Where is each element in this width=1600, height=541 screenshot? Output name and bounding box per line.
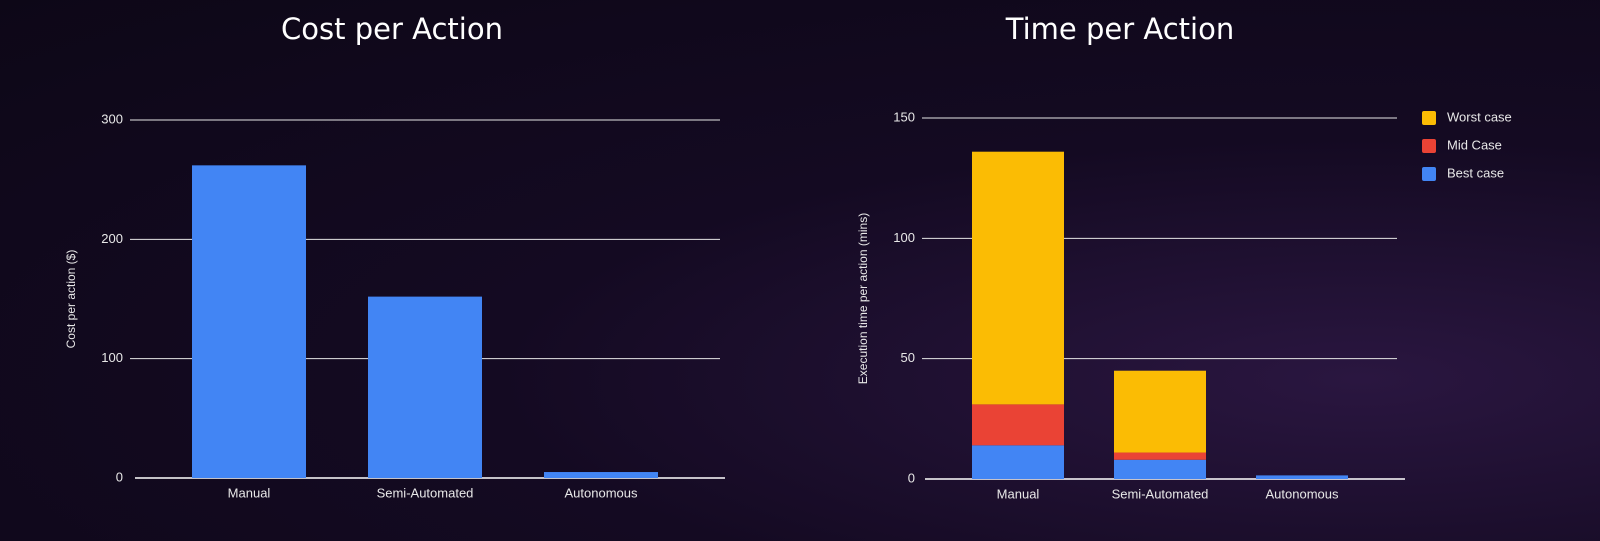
bar [192, 165, 306, 478]
y-tick-label: 100 [101, 350, 123, 365]
y-axis-label: Cost per action ($) [64, 250, 78, 349]
legend-label: Mid Case [1447, 137, 1502, 152]
x-tick-label: Semi-Automated [1112, 486, 1209, 501]
bar-segment [1114, 370, 1206, 453]
bar-segment [972, 151, 1064, 405]
y-tick-label: 150 [893, 109, 915, 124]
bar [368, 296, 482, 478]
y-tick-label: 0 [116, 469, 123, 484]
x-tick-label: Autonomous [565, 485, 638, 500]
y-tick-label: 100 [893, 230, 915, 245]
legend-swatch [1422, 111, 1436, 125]
x-tick-label: Semi-Automated [377, 485, 474, 500]
x-tick-label: Manual [228, 485, 271, 500]
chart-title: Time per Action [1005, 12, 1234, 46]
legend-swatch [1422, 167, 1436, 181]
chart-title: Cost per Action [281, 12, 503, 46]
y-tick-label: 50 [901, 350, 915, 365]
x-tick-label: Autonomous [1266, 486, 1339, 501]
legend-swatch [1422, 139, 1436, 153]
bar-segment [1114, 459, 1206, 479]
y-axis-label: Execution time per action (mins) [856, 213, 870, 384]
y-tick-label: 200 [101, 231, 123, 246]
legend-label: Worst case [1447, 109, 1512, 124]
legend-label: Best case [1447, 165, 1504, 180]
y-tick-label: 0 [908, 470, 915, 485]
bar-segment [972, 404, 1064, 446]
bar [544, 472, 658, 478]
bar-segment [1114, 452, 1206, 460]
bar-segment [1256, 475, 1348, 479]
bar-segment [972, 445, 1064, 479]
y-tick-label: 300 [101, 111, 123, 126]
x-tick-label: Manual [997, 486, 1040, 501]
